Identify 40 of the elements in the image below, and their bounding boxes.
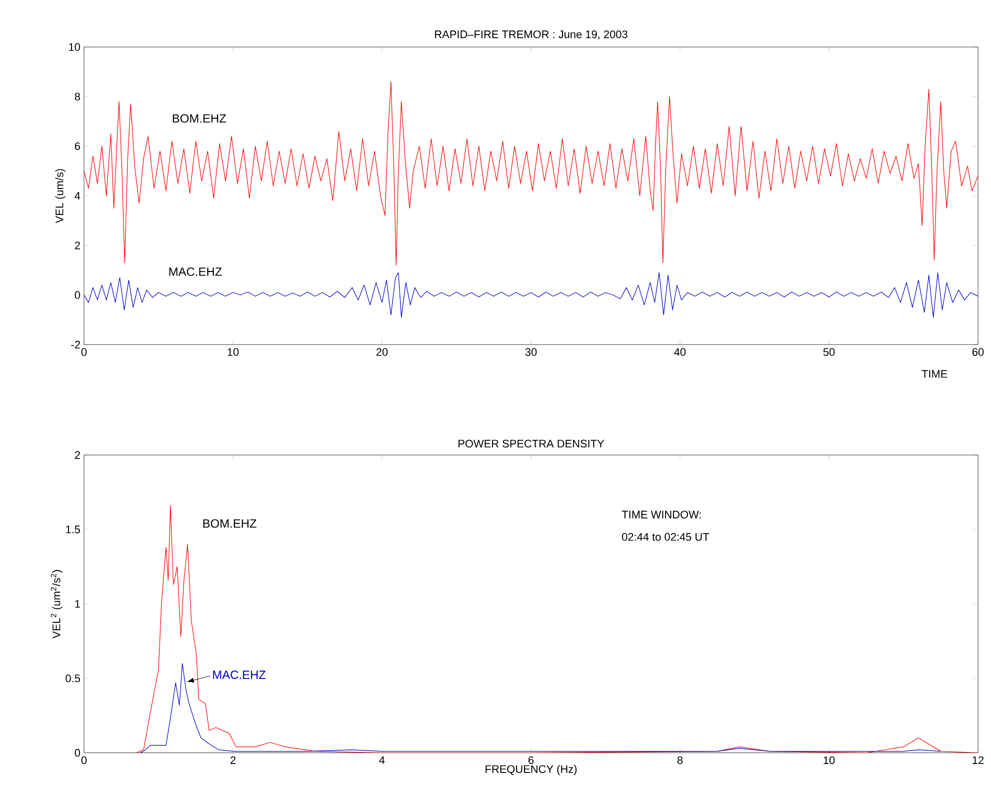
y-tick-label: 4	[74, 192, 80, 200]
x-tick-label: 20	[376, 348, 388, 356]
y-tick-label: 6	[74, 142, 80, 150]
y-tick-label: 1	[75, 600, 80, 608]
x-axis-title: TIME	[922, 370, 948, 378]
y-tick-label: 2	[74, 242, 80, 250]
y-tick-label: 1.5	[66, 526, 80, 534]
series-label: BOM.EHZ	[203, 519, 256, 528]
series-label: MAC.EHZ	[169, 267, 222, 276]
y-tick-label: 8	[74, 92, 80, 100]
y-axis-title: VEL$^{2}$ (um$^{2}$/s$^{2}$)	[50, 570, 62, 638]
annotation: 02:44 to 02:45 UT	[622, 533, 710, 541]
chart-title: POWER SPECTRA DENSITY	[458, 440, 604, 448]
x-tick-label: 2	[230, 756, 236, 764]
x-axis-title: FREQUENCY (Hz)	[486, 764, 577, 776]
text: MAC.EHZ	[213, 670, 266, 679]
x-tick-label: 8	[677, 756, 683, 764]
y-axis-title: VEL (um/s)	[55, 169, 66, 224]
x-tick-label: 60	[972, 348, 984, 356]
x-tick-label: 12	[972, 756, 984, 764]
y-tick-label: 0.5	[66, 674, 80, 682]
series-label: BOM.EHZ	[172, 114, 226, 123]
line-series	[140, 663, 942, 753]
x-tick-label: 10	[824, 756, 835, 764]
y-tick-label: 0	[74, 291, 80, 299]
line-series	[84, 81, 978, 266]
x-tick-label: 4	[379, 756, 385, 764]
y-tick-label: 10	[69, 43, 80, 51]
y-tick-label: 0	[74, 748, 80, 757]
x-tick-label: 50	[823, 348, 835, 356]
x-tick-label: 0	[81, 348, 87, 356]
annotation: TIME WINDOW:	[622, 510, 701, 518]
x-tick-label: 30	[525, 348, 537, 356]
x-tick-label: 6	[528, 756, 534, 764]
y-tick-label: 2	[74, 451, 80, 459]
x-tick-label: 0	[81, 756, 87, 764]
x-tick-label: 10	[228, 348, 239, 356]
y-tick-label: -2	[71, 340, 80, 348]
x-tick-label: 40	[674, 348, 686, 356]
chart-title: RAPID–FIRE TREMOR : June 19, 2003	[435, 30, 628, 40]
